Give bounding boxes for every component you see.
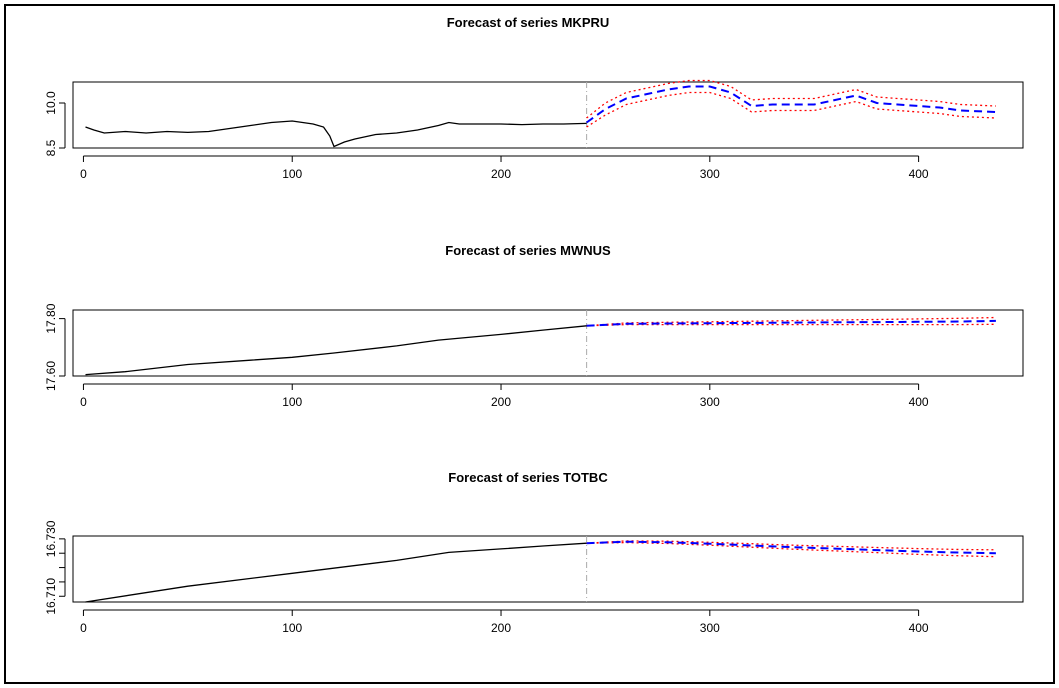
actual-series-line [85, 542, 587, 603]
y-tick-label: 16.730 [44, 520, 58, 557]
chart-title: Forecast of series MKPRU [447, 15, 610, 30]
x-tick-label: 100 [282, 621, 302, 635]
forecast-series-line [586, 540, 996, 555]
y-tick-label: 17.80 [44, 303, 58, 333]
lower-bound-line [586, 323, 996, 327]
chart-title: Forecast of series TOTBC [448, 470, 608, 485]
x-tick-label: 400 [909, 395, 929, 409]
forecast-series-line [586, 319, 996, 327]
actual-series-line [85, 120, 587, 148]
plot-box [72, 309, 1024, 377]
upper-bound-line [586, 540, 996, 551]
x-tick-label: 0 [80, 395, 87, 409]
lower-bound-line [586, 541, 996, 558]
x-tick-label: 100 [282, 395, 302, 409]
forecast-series-line [586, 85, 996, 124]
x-tick-label: 300 [700, 395, 720, 409]
lower-bound-line [586, 91, 996, 128]
plot-box [72, 535, 1024, 603]
x-tick-label: 400 [909, 167, 929, 181]
chart-panel-3: Forecast of series TOTBC 0 100 200 300 400 16.… [44, 470, 1024, 635]
x-tick-label: 400 [909, 621, 929, 635]
chart-title: Forecast of series MWNUS [445, 243, 611, 258]
actual-series-line [85, 325, 587, 376]
x-tick-label: 0 [80, 167, 87, 181]
chart-panel-2: Forecast of series MWNUS 0 100 200 300 400 17.… [44, 243, 1024, 409]
upper-bound-line [586, 79, 996, 119]
x-tick-label: 300 [700, 167, 720, 181]
x-tick-label: 0 [80, 621, 87, 635]
y-tick-label: 16.710 [44, 578, 58, 615]
upper-bound-line [586, 316, 996, 327]
x-tick-label: 200 [491, 167, 511, 181]
figure-border: Forecast of series MKPRU 0 100 200 300 400 8.5… [4, 4, 1055, 684]
plot-box [72, 81, 1024, 149]
x-tick-label: 300 [700, 621, 720, 635]
x-tick-label: 100 [282, 167, 302, 181]
y-tick-label: 10.0 [44, 91, 58, 115]
x-tick-label: 200 [491, 395, 511, 409]
y-tick-label: 17.60 [44, 361, 58, 391]
y-tick-label: 8.5 [44, 139, 58, 156]
chart-panel-1: Forecast of series MKPRU 0 100 200 300 400 8.5… [44, 15, 1024, 181]
x-tick-label: 200 [491, 621, 511, 635]
forecast-charts: Forecast of series MKPRU 0 100 200 300 400 8.5… [44, 15, 1024, 635]
